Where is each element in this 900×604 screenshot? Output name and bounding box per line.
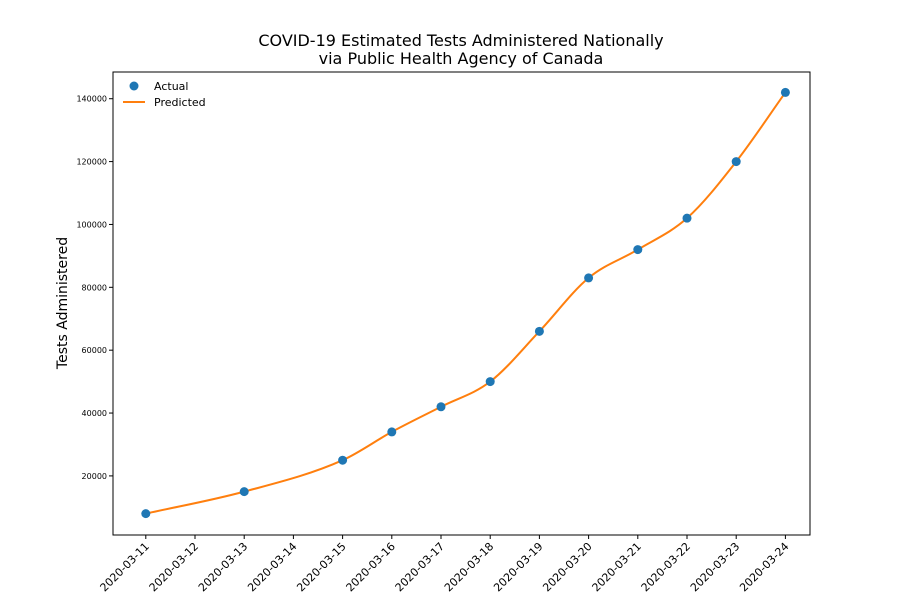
x-tick-label: 2020-03-24 bbox=[737, 540, 791, 594]
data-point-actual bbox=[141, 509, 151, 519]
legend-label: Predicted bbox=[154, 96, 206, 109]
data-point-actual bbox=[436, 402, 446, 412]
data-point-actual bbox=[239, 487, 249, 497]
y-tick-label: 140000 bbox=[76, 95, 107, 104]
legend-marker-actual bbox=[129, 81, 139, 91]
data-point-actual bbox=[731, 157, 741, 167]
chart-title-line1: COVID-19 Estimated Tests Administered Na… bbox=[258, 31, 663, 50]
chart-title-line2: via Public Health Agency of Canada bbox=[319, 49, 604, 68]
legend: Actual Predicted bbox=[123, 80, 206, 109]
y-tick-label: 80000 bbox=[82, 283, 107, 292]
x-tick-label: 2020-03-17 bbox=[393, 540, 447, 594]
x-tick-label: 2020-03-16 bbox=[344, 540, 398, 594]
x-tick-label: 2020-03-11 bbox=[98, 540, 152, 594]
y-tick-label: 60000 bbox=[82, 346, 107, 355]
data-point-actual bbox=[387, 427, 397, 437]
data-point-actual bbox=[633, 245, 643, 255]
x-tick-label: 2020-03-13 bbox=[196, 540, 250, 594]
y-tick-label: 100000 bbox=[76, 220, 107, 229]
y-tick-label: 20000 bbox=[82, 472, 107, 481]
data-point-actual bbox=[682, 213, 692, 223]
plot-frame bbox=[112, 71, 811, 536]
x-tick-label: 2020-03-22 bbox=[639, 540, 693, 594]
x-tick-label: 2020-03-19 bbox=[491, 540, 545, 594]
x-tick-label: 2020-03-23 bbox=[688, 540, 742, 594]
x-tick-label: 2020-03-18 bbox=[442, 540, 496, 594]
y-tick-label: 120000 bbox=[76, 158, 107, 167]
x-tick-label: 2020-03-15 bbox=[294, 540, 348, 594]
y-axis-label: Tests Administered bbox=[55, 237, 71, 370]
data-point-actual bbox=[338, 455, 348, 465]
legend-label: Actual bbox=[154, 80, 188, 93]
data-point-actual bbox=[485, 377, 495, 387]
data-point-actual bbox=[534, 326, 544, 336]
series-line-predicted bbox=[145, 91, 787, 515]
plot-area: 20000 40000 60000 80000 100000 120000 140000 20… bbox=[76, 71, 811, 594]
x-tick-label: 2020-03-12 bbox=[147, 540, 201, 594]
data-point-actual bbox=[584, 273, 594, 283]
y-tick-label: 40000 bbox=[82, 409, 107, 418]
x-tick-label: 2020-03-21 bbox=[590, 540, 644, 594]
x-tick-label: 2020-03-14 bbox=[245, 540, 299, 594]
data-point-actual bbox=[780, 87, 790, 97]
x-tick-label: 2020-03-20 bbox=[540, 540, 594, 594]
